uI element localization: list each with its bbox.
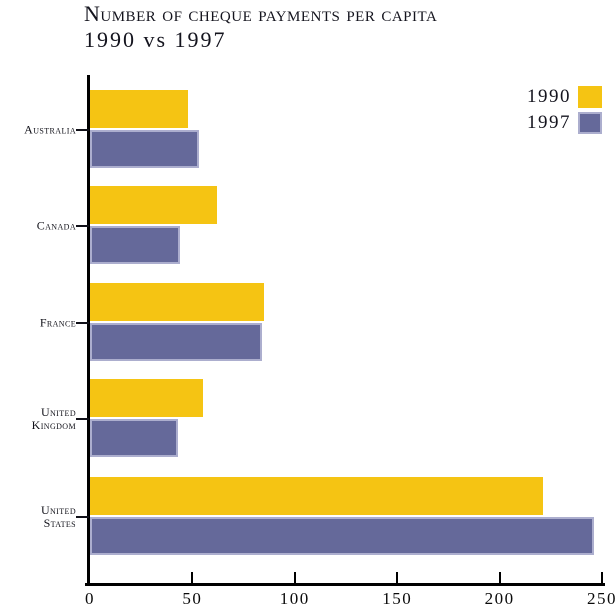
bar-australia-1997: [90, 130, 199, 168]
category-label-france: France: [39, 315, 76, 330]
legend-swatch-1997-icon: [578, 112, 602, 134]
category-label-united-kingdom: United Kingdom: [31, 405, 76, 432]
chart-title: Number of cheque payments per capita 199…: [84, 1, 437, 53]
category-label-canada: Canada: [36, 218, 76, 233]
bar-united-states-1990: [90, 477, 543, 515]
bar-united-kingdom-1997: [90, 419, 178, 457]
x-tick-200: [498, 572, 501, 583]
bar-canada-1997: [90, 226, 180, 264]
bar-france-1990: [90, 283, 264, 321]
x-tick-150: [396, 572, 399, 583]
category-tick-canada: [76, 225, 89, 227]
category-tick-france: [76, 322, 89, 324]
legend: 1990 1997: [527, 86, 602, 138]
x-tick-label-0: 0: [85, 589, 95, 608]
x-axis-line: [85, 583, 605, 586]
x-tick-label-100: 100: [279, 589, 310, 608]
x-tick-100: [293, 572, 296, 583]
chart-title-line1: Number of cheque payments per capita: [84, 1, 438, 26]
bar-canada-1990: [90, 186, 217, 224]
legend-row-1990: 1990: [527, 86, 602, 108]
legend-row-1997: 1997: [527, 112, 602, 134]
x-tick-label-200: 200: [484, 589, 515, 608]
bar-united-states-1997: [90, 517, 594, 555]
x-tick-label-50: 50: [182, 589, 203, 608]
bar-australia-1990: [90, 90, 188, 128]
x-tick-label-250: 250: [587, 589, 615, 608]
x-tick-250: [601, 572, 603, 583]
bar-united-kingdom-1990: [90, 379, 203, 417]
category-tick-united-kingdom: [76, 418, 89, 420]
legend-swatch-1990-icon: [578, 86, 602, 108]
x-tick-50: [191, 572, 194, 583]
category-label-united-states: United States: [40, 503, 76, 530]
chart-title-line2: 1990 vs 1997: [84, 27, 227, 52]
legend-label-1997: 1997: [527, 112, 571, 133]
category-tick-united-states: [76, 516, 89, 518]
x-tick-label-150: 150: [382, 589, 413, 608]
category-label-australia: Australia: [24, 122, 76, 137]
category-tick-australia: [76, 129, 89, 131]
legend-label-1990: 1990: [527, 86, 571, 107]
bar-france-1997: [90, 323, 262, 361]
y-axis-line: [87, 75, 90, 586]
